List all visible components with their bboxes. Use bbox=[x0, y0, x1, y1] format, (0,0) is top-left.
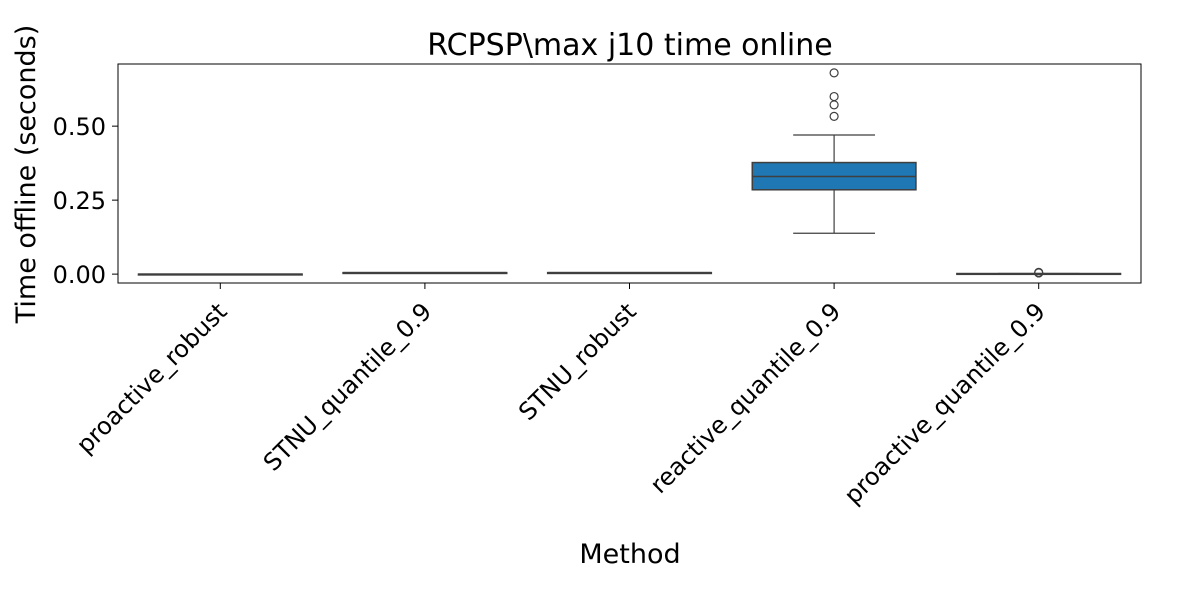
x-tick-label: proactive_robust bbox=[71, 297, 233, 459]
outlier-point bbox=[1034, 267, 1044, 277]
outlier-point bbox=[829, 100, 839, 110]
y-axis: 0.00 0.25 0.50 bbox=[53, 113, 118, 289]
outlier-point bbox=[829, 111, 839, 121]
y-tick-label: 0.00 bbox=[53, 261, 106, 289]
box-group bbox=[342, 271, 508, 275]
x-tick-label: reactive_quantile_0.9 bbox=[645, 297, 847, 499]
plot-area bbox=[137, 68, 1122, 278]
y-tick-label: 0.25 bbox=[53, 187, 106, 215]
box-group bbox=[751, 68, 917, 234]
outlier-point bbox=[829, 68, 839, 78]
y-axis-label: Time offline (seconds) bbox=[11, 25, 42, 325]
box-group bbox=[137, 273, 303, 276]
x-axis-label: Method bbox=[579, 539, 680, 570]
x-tick-label: proactive_quantile_0.9 bbox=[839, 297, 1051, 509]
box-group bbox=[546, 271, 713, 275]
box-group bbox=[956, 267, 1122, 278]
chart-title: RCPSP\max j10 time online bbox=[427, 28, 832, 63]
x-tick-label: STNU_robust bbox=[513, 297, 642, 426]
x-tick-label: STNU_quantile_0.9 bbox=[258, 297, 437, 476]
y-tick-label: 0.50 bbox=[53, 113, 106, 141]
x-axis: proactive_robust STNU_quantile_0.9 STNU_ro… bbox=[71, 283, 1051, 510]
outlier-point bbox=[829, 91, 839, 102]
plot-frame bbox=[117, 63, 1142, 284]
